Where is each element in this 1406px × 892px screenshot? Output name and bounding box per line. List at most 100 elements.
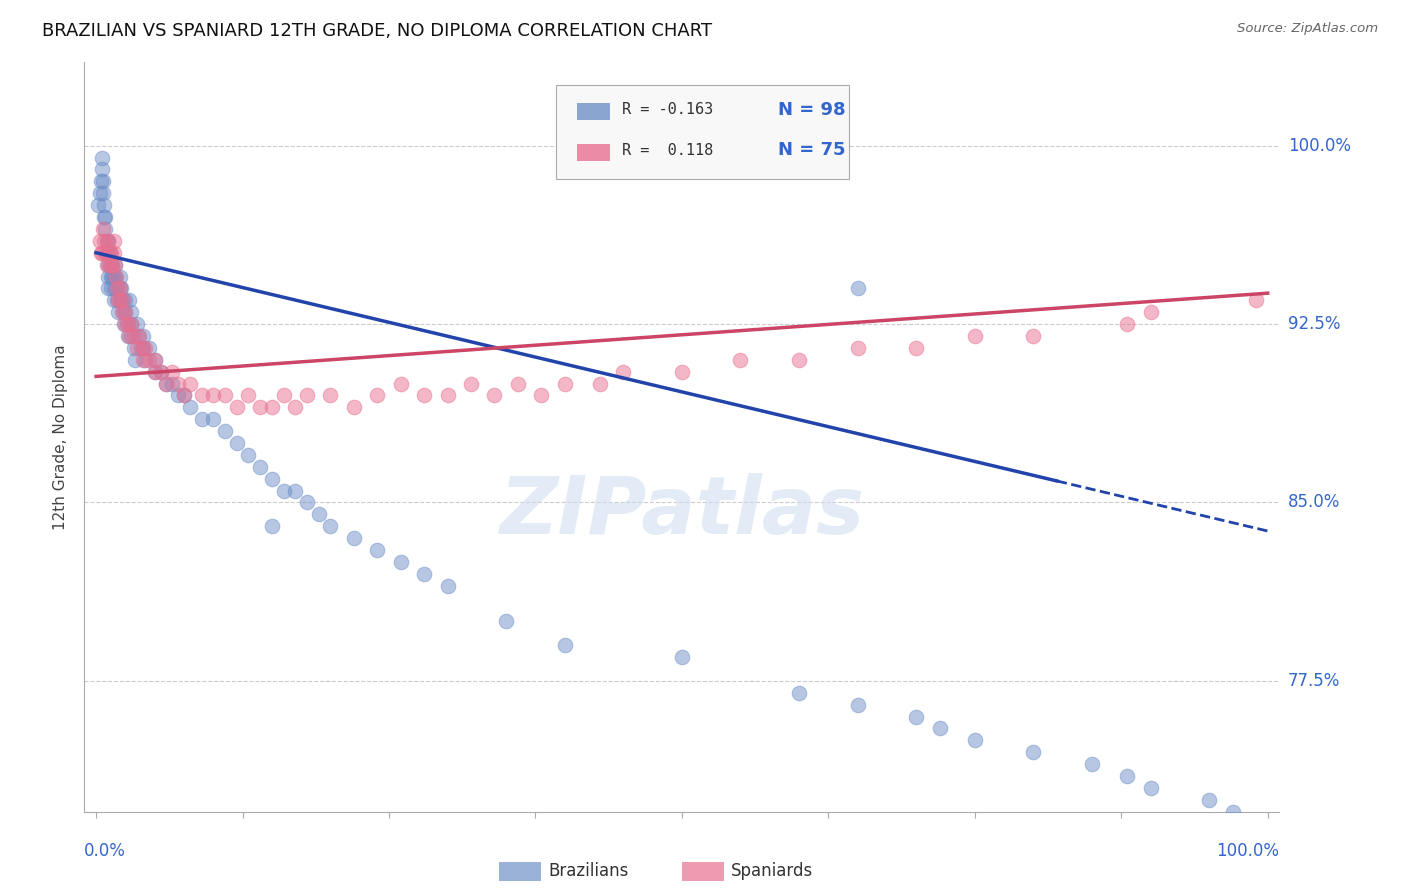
Point — [98, 258, 121, 272]
Point — [173, 388, 195, 402]
Point — [127, 329, 149, 343]
Point — [90, 151, 114, 165]
Point — [173, 388, 195, 402]
Point — [138, 341, 160, 355]
Point — [90, 245, 114, 260]
Point — [249, 401, 271, 415]
Point — [122, 329, 145, 343]
Point — [671, 650, 693, 665]
FancyBboxPatch shape — [557, 85, 849, 178]
Point — [436, 388, 458, 402]
Point — [97, 245, 120, 260]
Point — [1081, 757, 1104, 772]
Point — [124, 352, 146, 367]
Point — [91, 174, 114, 188]
Point — [114, 305, 136, 319]
FancyBboxPatch shape — [576, 144, 610, 161]
Point — [104, 269, 127, 284]
Point — [284, 483, 307, 498]
Point — [190, 412, 212, 426]
Point — [506, 376, 529, 391]
Point — [132, 341, 155, 355]
Point — [112, 293, 135, 308]
Point — [120, 317, 142, 331]
Point — [179, 376, 201, 391]
Point — [238, 388, 260, 402]
Point — [238, 448, 260, 462]
Point — [905, 709, 928, 723]
Point — [436, 579, 458, 593]
Point — [101, 258, 124, 272]
Point — [90, 162, 114, 177]
Point — [225, 436, 247, 450]
Point — [787, 352, 810, 367]
Point — [143, 365, 166, 379]
Point — [167, 376, 190, 391]
Point — [111, 305, 134, 319]
Point — [260, 472, 283, 486]
Point — [129, 341, 152, 355]
Point — [97, 258, 120, 272]
Point — [143, 352, 166, 367]
Point — [94, 245, 117, 260]
Point — [114, 317, 136, 331]
Point — [108, 281, 131, 295]
Point — [104, 258, 127, 272]
Point — [413, 388, 436, 402]
Point — [1244, 293, 1267, 308]
Point — [671, 365, 693, 379]
Point — [122, 341, 145, 355]
Point — [202, 412, 225, 426]
Point — [612, 365, 634, 379]
Point — [787, 686, 810, 700]
Point — [103, 293, 125, 308]
Point — [928, 722, 950, 736]
Point — [460, 376, 482, 391]
Point — [134, 341, 156, 355]
Point — [134, 352, 156, 367]
Point — [108, 281, 131, 295]
Point — [143, 365, 166, 379]
Point — [107, 305, 129, 319]
Point — [114, 305, 136, 319]
Point — [1244, 816, 1267, 830]
Point — [91, 222, 114, 236]
Point — [115, 317, 138, 331]
Point — [225, 401, 247, 415]
Text: 92.5%: 92.5% — [1288, 315, 1340, 333]
Point — [112, 305, 135, 319]
Point — [96, 245, 118, 260]
Point — [101, 269, 124, 284]
Text: Brazilians: Brazilians — [548, 863, 628, 880]
Point — [554, 376, 576, 391]
Point — [554, 638, 576, 652]
Point — [127, 341, 149, 355]
Text: R =  0.118: R = 0.118 — [623, 143, 713, 158]
Point — [179, 401, 201, 415]
Point — [120, 329, 142, 343]
Point — [249, 459, 271, 474]
Point — [214, 424, 236, 438]
Point — [101, 258, 124, 272]
Point — [105, 281, 128, 295]
Point — [530, 388, 553, 402]
Point — [138, 352, 160, 367]
Point — [190, 388, 212, 402]
Point — [343, 531, 366, 545]
Point — [963, 329, 986, 343]
Point — [413, 566, 436, 581]
Point — [97, 281, 120, 295]
Point — [105, 281, 127, 295]
Point — [1116, 317, 1139, 331]
Point — [89, 234, 111, 248]
Point — [846, 698, 869, 712]
Text: 77.5%: 77.5% — [1288, 672, 1340, 690]
Point — [214, 388, 236, 402]
Point — [105, 269, 127, 284]
Point — [295, 388, 318, 402]
Point — [149, 365, 172, 379]
Point — [730, 352, 752, 367]
Y-axis label: 12th Grade, No Diploma: 12th Grade, No Diploma — [53, 344, 69, 530]
Point — [155, 376, 177, 391]
Point — [114, 293, 136, 308]
